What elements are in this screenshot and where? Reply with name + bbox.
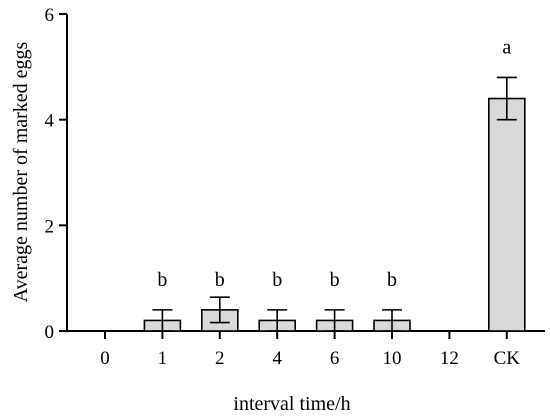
x-tick-label: 12 (440, 348, 459, 369)
significance-letter: b (330, 269, 340, 291)
y-tick-label: 6 (45, 5, 55, 26)
x-axis-label: interval time/h (233, 393, 350, 415)
x-tick-label: 4 (272, 348, 282, 369)
plot-area: 0 2 4 6 0 1 b 2 b 4 b 6 b 10 b 12 CK a (45, 5, 545, 369)
x-tick-label: 10 (383, 348, 402, 369)
significance-letter: b (387, 269, 397, 291)
y-tick-label: 0 (45, 322, 55, 343)
significance-letter: b (157, 269, 167, 291)
significance-letter: b (272, 269, 282, 291)
y-tick-label: 4 (45, 111, 55, 132)
x-tick-label: 6 (330, 348, 340, 369)
x-tick-label: CK (494, 348, 521, 369)
x-tick-label: 2 (215, 348, 225, 369)
x-tick-label: 1 (158, 348, 168, 369)
significance-letter: a (502, 36, 511, 58)
bar (487, 97, 526, 332)
y-axis-label: Average number of marked eggs (10, 41, 32, 302)
y-tick-label: 2 (45, 216, 55, 237)
significance-letter: b (215, 269, 225, 291)
x-tick-label: 0 (100, 348, 110, 369)
